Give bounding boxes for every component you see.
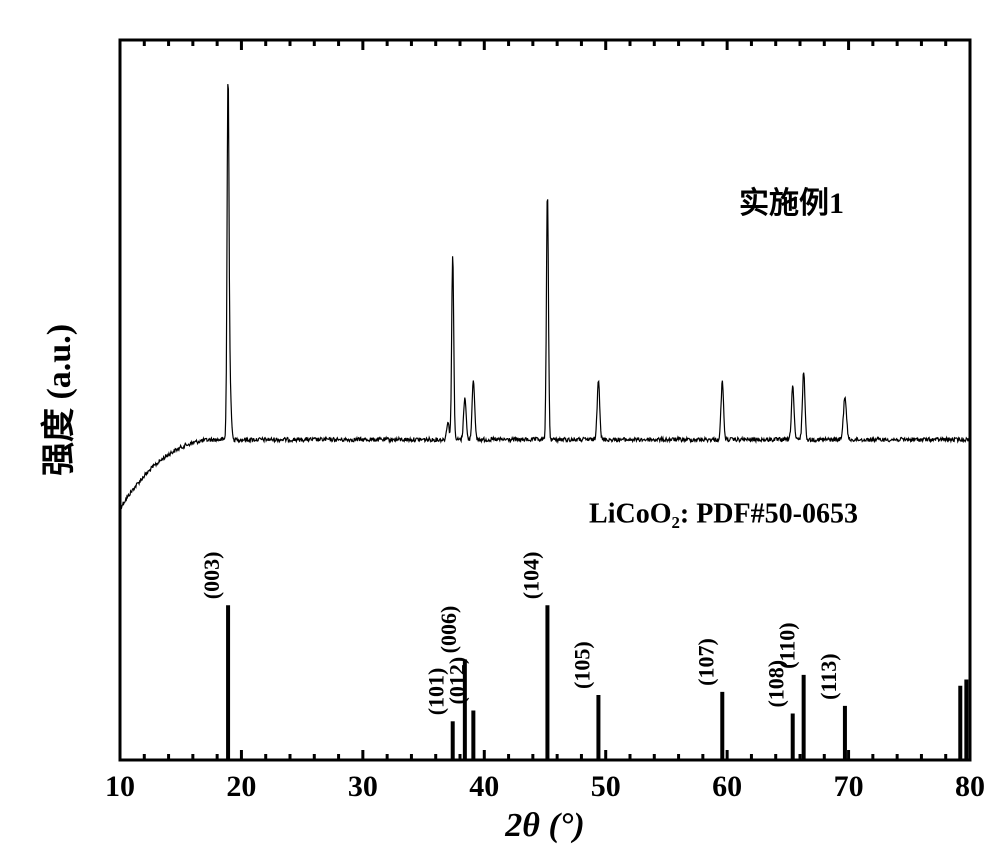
miller-index-label: (113): [816, 653, 841, 699]
x-tick-label: 30: [348, 770, 378, 803]
sample_label: 实施例1: [739, 186, 844, 220]
x-tick-label: 10: [105, 770, 135, 803]
xrd-trace: [120, 84, 970, 509]
x-axis-title: 2θ (°): [504, 807, 584, 844]
reference_label: LiCoO₂: PDF#50-0653: [589, 498, 858, 529]
x-tick-label: 40: [469, 770, 499, 803]
x-tick-label: 60: [712, 770, 742, 803]
miller-index-label: (105): [569, 641, 594, 689]
x-tick-label: 50: [591, 770, 621, 803]
miller-index-label: (110): [775, 622, 800, 668]
y-axis-title: 强度 (a.u.): [40, 324, 78, 476]
x-tick-label: 80: [955, 770, 985, 803]
miller-index-label: (003): [199, 552, 224, 600]
miller-index-label: (012): [444, 657, 469, 705]
miller-index-label: (006): [436, 606, 461, 654]
x-tick-label: 20: [226, 770, 256, 803]
miller-index-label: (107): [693, 638, 718, 686]
x-tick-label: 70: [834, 770, 864, 803]
miller-index-label: (104): [518, 552, 543, 600]
